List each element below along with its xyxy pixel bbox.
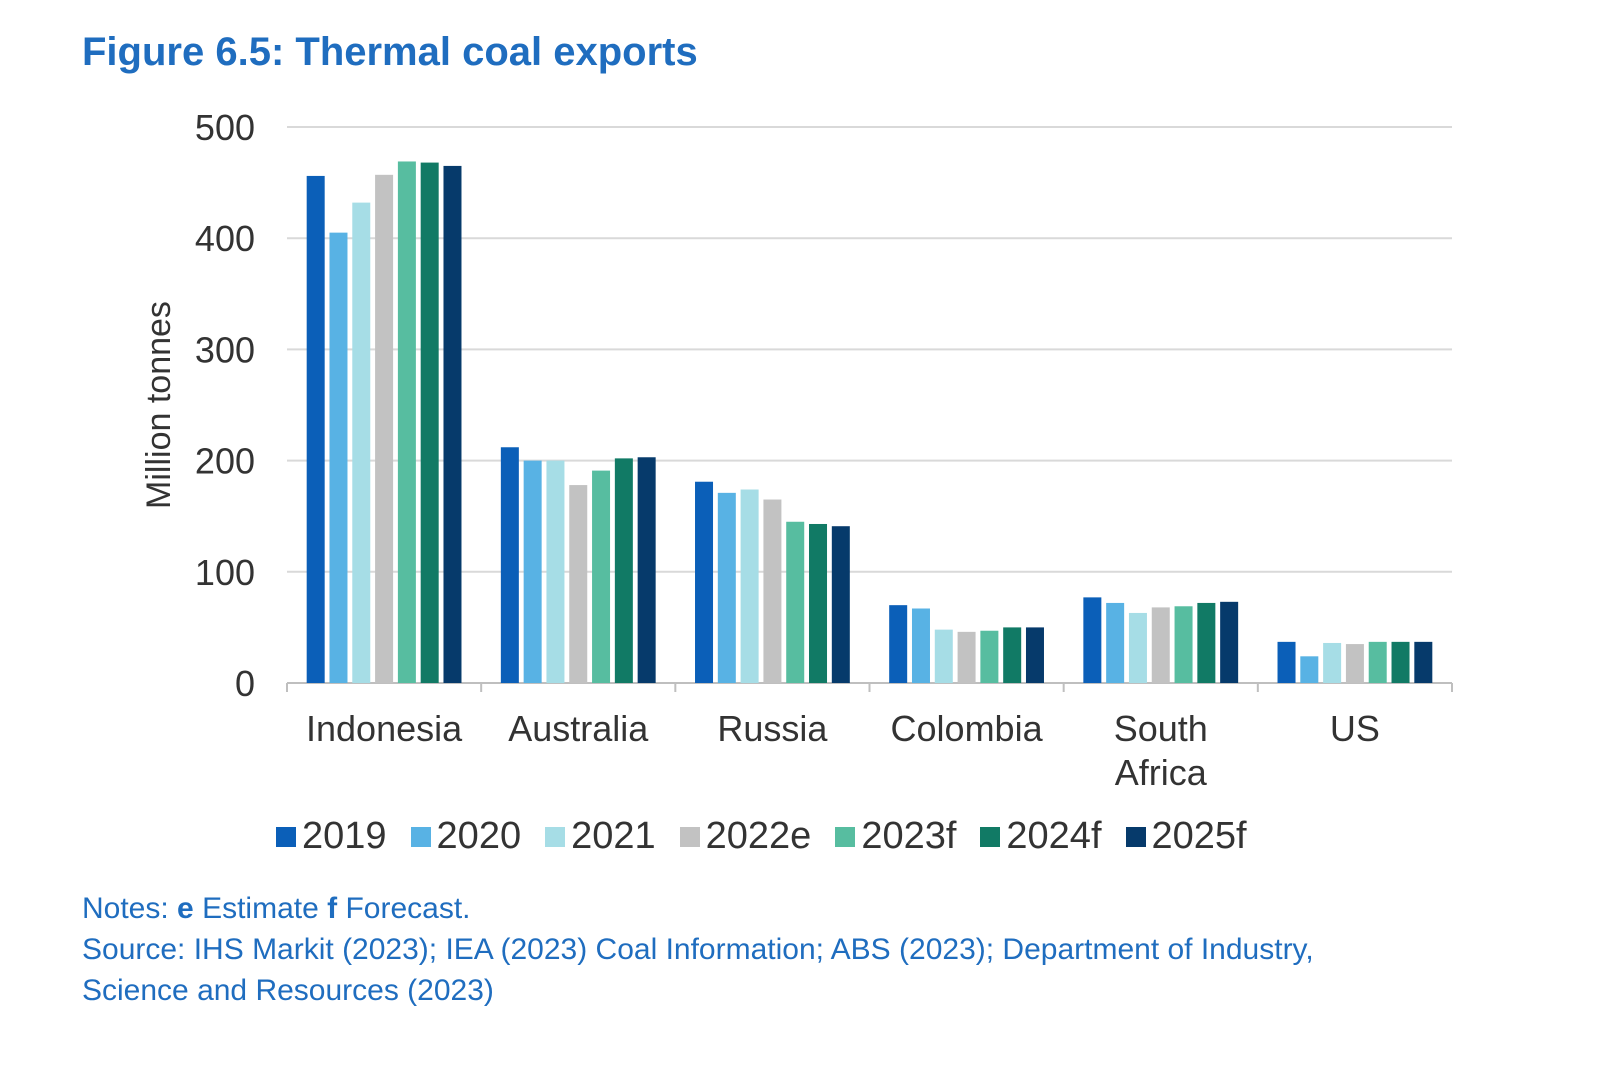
- bar: [980, 630, 999, 683]
- bar: [1391, 641, 1410, 683]
- chart-title: Figure 6.5: Thermal coal exports: [82, 30, 698, 74]
- bar-chart: 0 100 200 300 400 500 Million tonnes Indonesia A…: [140, 107, 1453, 793]
- y-tick-label: 400: [195, 218, 255, 259]
- bar: [934, 629, 953, 683]
- bar: [809, 523, 828, 683]
- bar: [500, 447, 519, 683]
- bar: [1025, 627, 1044, 683]
- bar: [1003, 627, 1022, 683]
- bar: [1106, 602, 1125, 683]
- bar: [740, 489, 759, 683]
- bar: [375, 174, 394, 684]
- bar: [1128, 612, 1147, 683]
- notes-e-letter: e: [177, 892, 194, 925]
- notes-f-letter: f: [327, 892, 338, 925]
- bar: [1151, 607, 1170, 683]
- bar: [1414, 641, 1433, 683]
- legend-label: 2020: [436, 815, 522, 857]
- bar: [443, 165, 462, 684]
- bar: [569, 485, 588, 683]
- bar: [957, 631, 976, 683]
- x-category-label: US: [1330, 708, 1380, 749]
- bar: [763, 499, 782, 683]
- legend-label: 2023f: [861, 815, 957, 857]
- y-tick-label: 500: [195, 107, 255, 148]
- chart-notes: Notes: e Estimate f Forecast. Source: IH…: [82, 888, 1314, 1011]
- legend-label: 2021: [571, 815, 656, 857]
- legend-item: 2023f: [835, 815, 956, 858]
- x-category-label: South: [1114, 708, 1208, 749]
- legend-swatch: [835, 826, 856, 847]
- legend-swatch: [1125, 826, 1146, 847]
- legend-item: 2025f: [1125, 815, 1247, 858]
- legend-swatch: [276, 826, 296, 847]
- legend-item: 2024f: [980, 815, 1102, 858]
- bar: [1323, 642, 1342, 683]
- bar: [1368, 641, 1387, 683]
- bar: [1197, 602, 1216, 683]
- y-tick-label: 0: [235, 663, 255, 704]
- legend-item: 2020: [410, 815, 522, 858]
- chart-legend: 2019 2020 2021 2022e 2023f 2024f 2025f: [276, 815, 1271, 858]
- legend-item: 2022e: [679, 815, 812, 858]
- legend-label: 2024f: [1006, 815, 1102, 857]
- bar: [786, 521, 805, 683]
- legend-item: 2019: [276, 815, 387, 858]
- legend-swatch: [545, 826, 566, 847]
- y-tick-label: 200: [195, 441, 255, 482]
- bar: [1220, 601, 1239, 683]
- bar: [1345, 644, 1364, 683]
- bar: [1277, 641, 1296, 683]
- legend-label: 2025f: [1151, 815, 1247, 857]
- legend-label: 2019: [302, 815, 387, 857]
- legend-swatch: [980, 826, 1001, 847]
- bar: [397, 161, 416, 684]
- y-tick-label: 100: [195, 552, 255, 593]
- notes-prefix: Notes:: [82, 892, 178, 925]
- notes-e-text: Estimate: [193, 892, 328, 925]
- y-axis-title: Million tonnes: [140, 301, 178, 509]
- bar: [717, 492, 736, 683]
- bar: [1300, 656, 1319, 683]
- legend-item: 2021: [545, 815, 656, 858]
- legend-label: 2022e: [705, 815, 812, 857]
- bar: [1083, 597, 1102, 683]
- source-line-1: Source: IHS Markit (2023); IEA (2023) Co…: [82, 933, 1314, 966]
- legend-swatch: [679, 826, 700, 847]
- x-category-label: Colombia: [891, 708, 1044, 749]
- bar: [523, 460, 542, 683]
- x-category-label: Australia: [508, 708, 649, 749]
- bar: [352, 202, 371, 683]
- bar: [329, 232, 348, 683]
- source-line-2: Science and Resources (2023): [82, 974, 494, 1007]
- bar: [1174, 606, 1193, 683]
- bar: [546, 460, 565, 683]
- legend-swatch: [410, 826, 431, 847]
- bar: [889, 605, 908, 683]
- bar: [306, 175, 325, 684]
- x-category-label: Africa: [1115, 752, 1208, 793]
- bar: [695, 481, 714, 683]
- bar: [831, 526, 850, 683]
- bar: [420, 162, 439, 684]
- bar: [911, 608, 930, 683]
- bar: [592, 470, 611, 683]
- notes-line: Notes: e Estimate f Forecast.: [82, 888, 1314, 929]
- notes-f-text: Forecast.: [337, 892, 471, 925]
- x-category-label: Russia: [717, 708, 828, 749]
- bar: [637, 457, 656, 683]
- x-category-label: Indonesia: [306, 708, 463, 749]
- y-tick-label: 300: [195, 329, 255, 370]
- bar: [614, 458, 633, 683]
